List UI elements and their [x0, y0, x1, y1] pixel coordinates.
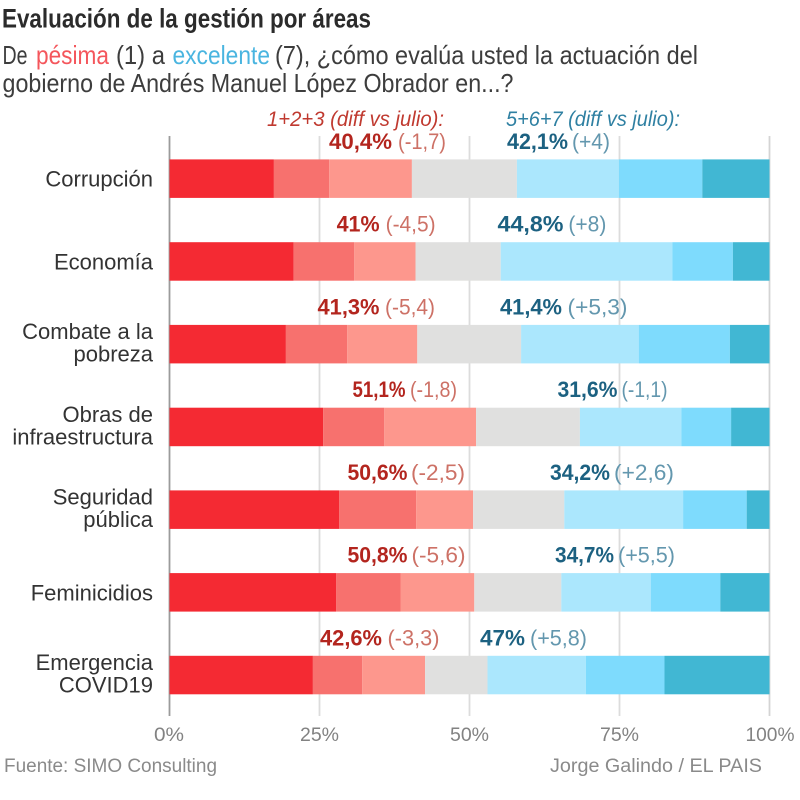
svg-text:Jorge Galindo / EL PAIS: Jorge Galindo / EL PAIS: [550, 756, 762, 777]
svg-text:Evaluación de la gestión por á: Evaluación de la gestión por áreas: [2, 4, 371, 34]
svg-text:44,8%: 44,8%: [498, 212, 564, 237]
svg-text:Economía: Economía: [54, 249, 154, 274]
svg-text:Emergencia: Emergencia: [36, 650, 154, 675]
svg-text:Combate a la: Combate a la: [22, 319, 154, 344]
svg-text:41,4%: 41,4%: [500, 294, 562, 319]
svg-text:infraestructura: infraestructura: [12, 424, 153, 449]
svg-text:31,6%: 31,6%: [558, 377, 618, 402]
svg-text:excelente: excelente: [173, 40, 271, 70]
svg-text:Obras de: Obras de: [63, 402, 154, 427]
svg-text:100%: 100%: [746, 725, 795, 746]
svg-text:47%: 47%: [480, 625, 525, 650]
svg-text:pública: pública: [83, 507, 153, 532]
svg-text:pobreza: pobreza: [73, 342, 153, 367]
svg-text:(-5,4): (-5,4): [385, 294, 435, 319]
svg-text:Seguridad: Seguridad: [53, 485, 153, 510]
svg-text:(-4,5): (-4,5): [386, 212, 436, 237]
svg-text:De: De: [3, 40, 28, 70]
svg-text:41%: 41%: [337, 212, 380, 237]
svg-text:gobierno de Andrés Manuel Lópe: gobierno de Andrés Manuel López Obrador …: [3, 68, 514, 98]
svg-text:(-1,8): (-1,8): [410, 377, 457, 402]
svg-text:5+6+7 (diff vs julio):: 5+6+7 (diff vs julio):: [506, 108, 680, 131]
svg-text:34,7%: 34,7%: [555, 543, 614, 568]
svg-text:(+5,8): (+5,8): [530, 625, 587, 650]
svg-text:(-3,3): (-3,3): [388, 625, 440, 650]
svg-text:50%: 50%: [450, 725, 489, 746]
svg-text:40,4%: 40,4%: [329, 129, 392, 154]
svg-text:34,2%: 34,2%: [550, 460, 610, 485]
svg-text:(-5,6): (-5,6): [412, 543, 466, 568]
svg-text:41,3%: 41,3%: [318, 294, 380, 319]
svg-text:(-2,5): (-2,5): [411, 460, 465, 485]
svg-text:Feminicidios: Feminicidios: [31, 580, 153, 605]
svg-text:COVID19: COVID19: [59, 673, 153, 698]
svg-text:(+4): (+4): [572, 129, 610, 154]
svg-text:50,6%: 50,6%: [348, 460, 408, 485]
svg-text:(+8): (+8): [568, 212, 606, 237]
svg-text:50,8%: 50,8%: [348, 543, 408, 568]
svg-text:pésima: pésima: [36, 40, 109, 70]
svg-text:(7), ¿cómo evalúa usted la act: (7), ¿cómo evalúa usted la actuación del: [275, 40, 698, 70]
svg-text:(+5,5): (+5,5): [618, 543, 675, 568]
svg-text:(+2,6): (+2,6): [614, 460, 674, 485]
svg-text:(+5,3): (+5,3): [568, 294, 628, 319]
svg-text:42,1%: 42,1%: [507, 129, 568, 154]
svg-text:Fuente: SIMO Consulting: Fuente: SIMO Consulting: [4, 756, 217, 777]
svg-text:75%: 75%: [600, 725, 639, 746]
svg-text:Corrupción: Corrupción: [45, 167, 153, 192]
svg-text:(1) a: (1) a: [116, 40, 165, 70]
svg-text:25%: 25%: [300, 725, 339, 746]
svg-text:0%: 0%: [154, 725, 184, 746]
svg-text:(-1,1): (-1,1): [622, 377, 668, 402]
svg-text:(-1,7): (-1,7): [398, 129, 446, 154]
svg-text:1+2+3 (diff vs julio):: 1+2+3 (diff vs julio):: [267, 108, 444, 131]
svg-text:51,1%: 51,1%: [353, 377, 406, 402]
svg-text:42,6%: 42,6%: [320, 625, 382, 650]
